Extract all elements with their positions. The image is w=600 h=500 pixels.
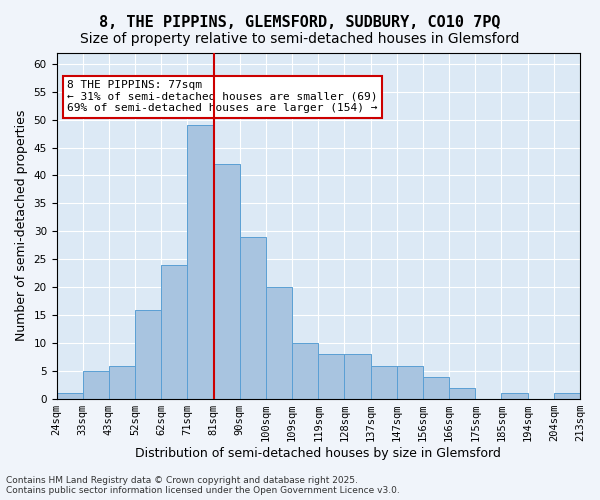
Bar: [135, 310, 161, 399]
Bar: [292, 343, 318, 399]
Bar: [371, 366, 397, 399]
Bar: [83, 371, 109, 399]
Bar: [318, 354, 344, 399]
Text: 8, THE PIPPINS, GLEMSFORD, SUDBURY, CO10 7PQ: 8, THE PIPPINS, GLEMSFORD, SUDBURY, CO10…: [99, 15, 501, 30]
Bar: [449, 388, 475, 399]
X-axis label: Distribution of semi-detached houses by size in Glemsford: Distribution of semi-detached houses by …: [136, 447, 501, 460]
Bar: [109, 366, 135, 399]
Text: Size of property relative to semi-detached houses in Glemsford: Size of property relative to semi-detach…: [80, 32, 520, 46]
Bar: [161, 265, 187, 399]
Bar: [56, 394, 83, 399]
Bar: [554, 394, 580, 399]
Bar: [266, 288, 292, 399]
Bar: [187, 125, 214, 399]
Text: Contains HM Land Registry data © Crown copyright and database right 2025.
Contai: Contains HM Land Registry data © Crown c…: [6, 476, 400, 495]
Bar: [397, 366, 423, 399]
Bar: [502, 394, 527, 399]
Bar: [214, 164, 240, 399]
Bar: [423, 376, 449, 399]
Y-axis label: Number of semi-detached properties: Number of semi-detached properties: [15, 110, 28, 342]
Bar: [240, 237, 266, 399]
Bar: [344, 354, 371, 399]
Text: 8 THE PIPPINS: 77sqm
← 31% of semi-detached houses are smaller (69)
69% of semi-: 8 THE PIPPINS: 77sqm ← 31% of semi-detac…: [67, 80, 377, 114]
